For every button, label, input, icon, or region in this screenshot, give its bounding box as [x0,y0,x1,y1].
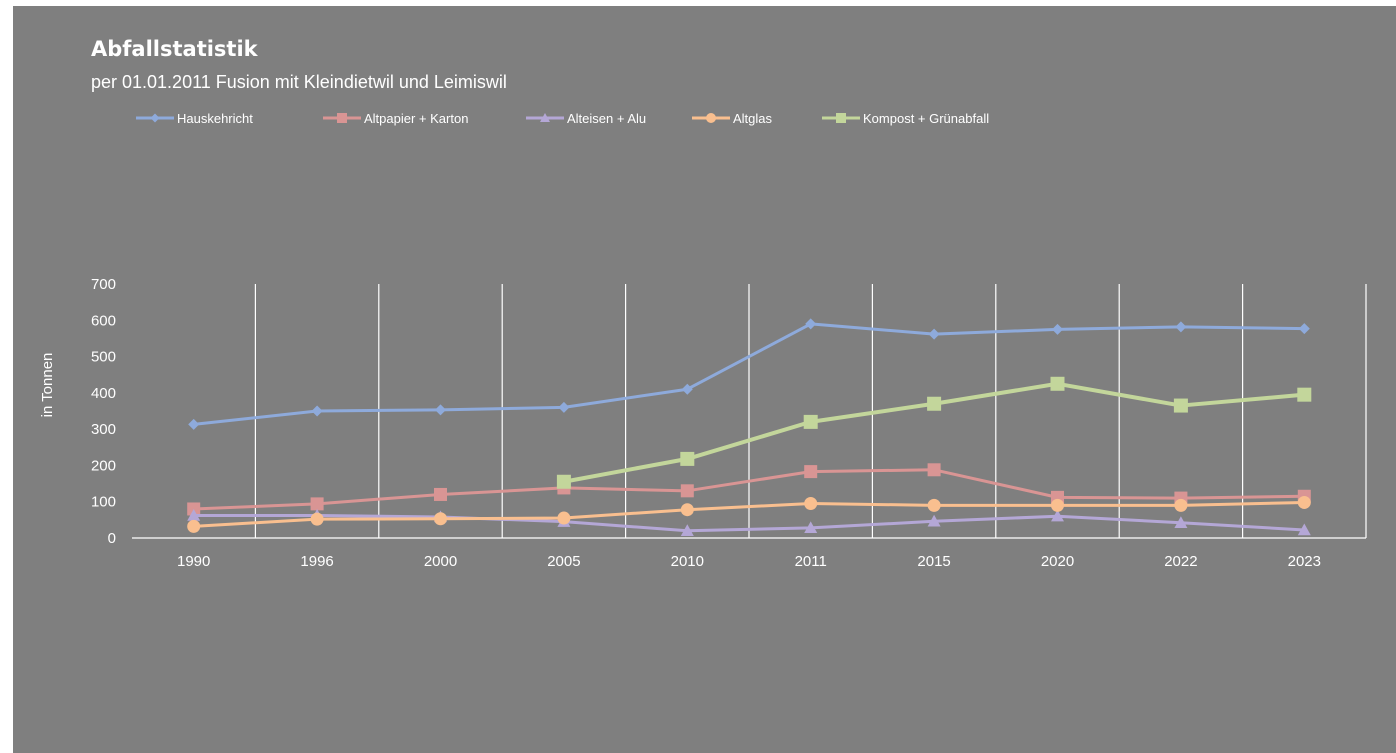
data-point [1051,509,1064,522]
data-point [680,484,694,498]
data-point [804,465,818,479]
x-tick-label: 2011 [795,553,827,570]
y-tick-label: 100 [91,494,116,511]
data-point [188,418,200,430]
data-point [1298,323,1310,335]
legend-label: Altpapier + Karton [364,111,468,126]
data-point [187,509,201,521]
data-point [310,512,324,526]
series-line [193,514,1305,533]
legend-label: Altglas [733,111,773,126]
data-point [680,503,694,517]
x-tick-label: 2000 [424,553,457,570]
data-point [927,498,941,512]
legend-item-hauskehricht: Hauskehricht [136,111,253,126]
series-layer [187,318,1312,536]
data-point [1175,321,1187,333]
data-point [803,414,818,429]
data-point [805,318,817,330]
data-point [187,502,201,516]
data-point [680,451,695,466]
data-point [556,474,571,489]
data-point [804,521,818,534]
y-tick-label: 500 [91,349,116,366]
y-axis-label: in Tonnen [39,353,56,418]
y-tick-label: 200 [91,457,116,474]
data-point [928,328,940,340]
chart-title: Abfallstatistik [91,37,258,61]
data-point [1174,516,1188,528]
legend-label: Hauskehricht [177,111,253,126]
x-tick-label: 2005 [547,553,580,570]
data-point [434,512,447,526]
y-tick-label: 600 [91,312,116,329]
data-point [1297,495,1311,509]
x-tick-label: 2023 [1288,553,1321,570]
series-altglas [187,495,1311,533]
data-point [927,396,942,411]
legend-item-altglas: Altglas [692,111,773,126]
legend-label: Alteisen + Alu [567,111,646,126]
data-point [1051,498,1064,512]
legend-swatch-marker [706,113,716,123]
data-point [927,463,941,477]
data-point [681,383,693,395]
data-point [434,487,447,501]
y-tick-label: 0 [108,530,116,547]
legend-item-altpapier-karton: Altpapier + Karton [323,111,468,126]
data-point [557,511,571,525]
legend-layer: Hauskehricht Altpapier + Karton Alteisen +… [136,111,989,126]
data-point [1297,523,1311,536]
legend-swatch-marker [540,113,550,122]
data-point [1297,387,1312,402]
data-point [187,519,201,533]
series-line [193,322,1305,426]
data-point [1050,376,1065,391]
legend-swatch-marker [836,113,846,123]
axis-layer: 0 100 200 300 400 500 600 700 1990 1996 2000 2005 20… [39,276,1366,570]
grid-layer [254,284,1367,538]
series-kompost-gr-nabfall [556,376,1312,489]
x-tick-label: 2020 [1041,553,1074,570]
x-tick-label: 2010 [671,553,704,570]
data-point [1173,398,1188,413]
legend-item-kompost-gr-nabfall: Kompost + Grünabfall [822,111,989,126]
data-point [1052,323,1063,335]
series-line [193,500,1305,528]
x-tick-label: 2022 [1164,553,1197,570]
chart-subtitle: per 01.01.2011 Fusion mit Kleindietwil u… [91,72,507,92]
x-tick-label: 1990 [177,553,210,570]
y-tick-label: 700 [91,276,116,293]
legend-item-alteisen-alu: Alteisen + Alu [526,111,646,126]
x-tick-label: 2015 [917,553,950,570]
legend-swatch-marker [337,113,347,123]
data-point [804,497,818,511]
data-point [558,401,570,413]
y-tick-label: 300 [91,421,116,438]
series-hauskehricht [188,318,1310,430]
data-point [311,405,323,417]
y-tick-label: 400 [91,385,116,402]
series-line [193,468,1305,511]
data-point [927,514,941,527]
data-point [680,524,694,536]
data-point [1174,498,1188,512]
data-point [435,404,446,416]
data-point [310,497,324,511]
x-tick-label: 1996 [300,553,333,570]
legend-swatch-marker [150,113,160,123]
legend-label: Kompost + Grünabfall [863,111,989,126]
